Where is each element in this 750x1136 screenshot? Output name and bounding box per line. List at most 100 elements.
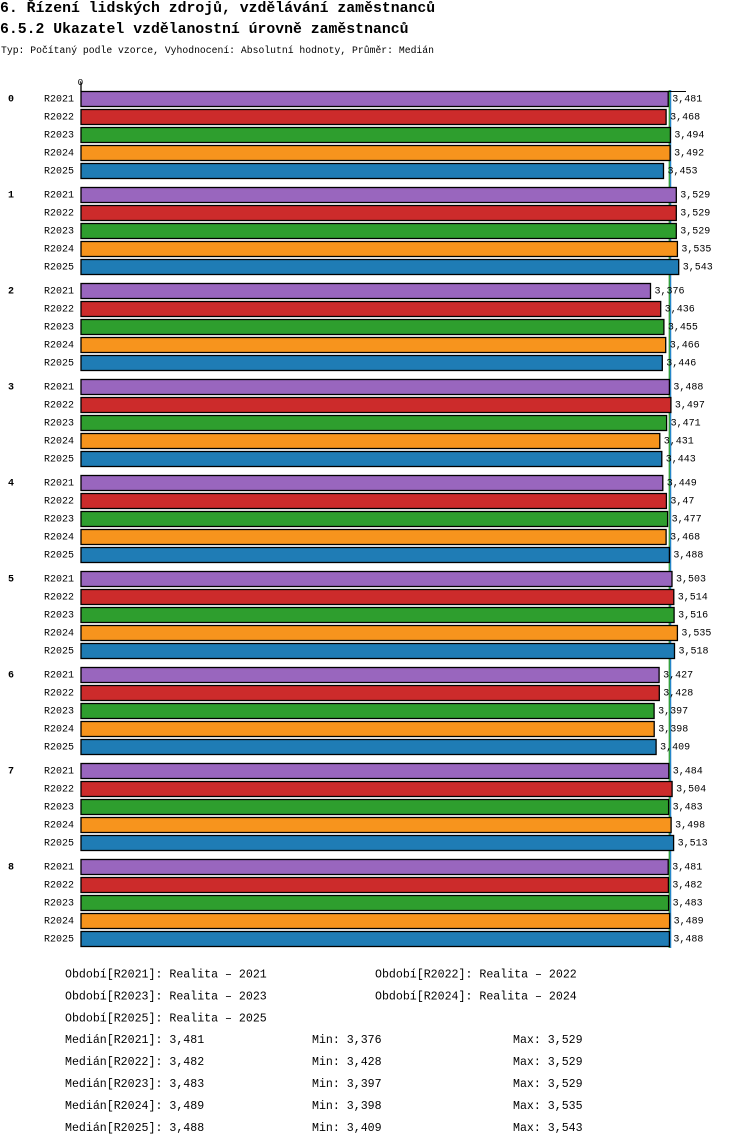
- svg-text:R2022: R2022: [44, 401, 74, 412]
- svg-text:0: 0: [8, 95, 14, 106]
- svg-text:3,481: 3,481: [672, 95, 702, 106]
- svg-text:3,398: 3,398: [658, 725, 688, 736]
- svg-text:3,484: 3,484: [673, 767, 703, 778]
- svg-text:3,529: 3,529: [680, 227, 710, 238]
- svg-text:3,535: 3,535: [681, 629, 711, 640]
- svg-text:3,481: 3,481: [672, 863, 702, 874]
- svg-text:3,427: 3,427: [663, 671, 693, 682]
- svg-text:R2023: R2023: [44, 899, 74, 910]
- svg-text:R2022: R2022: [44, 209, 74, 220]
- svg-text:R2021: R2021: [44, 287, 74, 298]
- svg-text:Min: 3,409: Min: 3,409: [312, 1122, 382, 1135]
- svg-text:Max: 3,535: Max: 3,535: [513, 1100, 583, 1113]
- svg-text:Období[R2024]: Realita – 2024: Období[R2024]: Realita – 2024: [375, 990, 577, 1003]
- svg-text:8: 8: [8, 863, 14, 874]
- svg-text:3,516: 3,516: [678, 611, 708, 622]
- svg-text:R2021: R2021: [44, 191, 74, 202]
- svg-text:3,431: 3,431: [664, 437, 694, 448]
- svg-text:3,514: 3,514: [678, 593, 708, 604]
- svg-text:Min: 3,428: Min: 3,428: [312, 1056, 382, 1069]
- svg-text:Max: 3,529: Max: 3,529: [513, 1078, 583, 1091]
- svg-text:R2025: R2025: [44, 743, 74, 754]
- svg-text:3,376: 3,376: [655, 287, 685, 298]
- svg-text:R2023: R2023: [44, 227, 74, 238]
- svg-text:R2024: R2024: [44, 725, 74, 736]
- svg-text:1: 1: [8, 191, 14, 202]
- svg-text:Medián[R2023]: 3,483: Medián[R2023]: 3,483: [65, 1078, 204, 1091]
- svg-text:Medián[R2025]: 3,488: Medián[R2025]: 3,488: [65, 1122, 204, 1135]
- svg-text:R2022: R2022: [44, 593, 74, 604]
- svg-text:R2022: R2022: [44, 497, 74, 508]
- svg-text:Min: 3,398: Min: 3,398: [312, 1100, 382, 1113]
- svg-text:R2021: R2021: [44, 863, 74, 874]
- svg-text:3,483: 3,483: [673, 803, 703, 814]
- svg-text:R2024: R2024: [44, 437, 74, 448]
- svg-text:R2025: R2025: [44, 839, 74, 850]
- svg-text:3,513: 3,513: [678, 839, 708, 850]
- svg-text:R2021: R2021: [44, 767, 74, 778]
- svg-text:3,503: 3,503: [676, 575, 706, 586]
- svg-text:R2021: R2021: [44, 95, 74, 106]
- svg-text:R2022: R2022: [44, 689, 74, 700]
- svg-text:R2023: R2023: [44, 131, 74, 142]
- svg-text:3,498: 3,498: [675, 821, 705, 832]
- svg-text:R2022: R2022: [44, 305, 74, 316]
- svg-text:R2023: R2023: [44, 707, 74, 718]
- svg-text:3,543: 3,543: [683, 263, 713, 274]
- svg-text:Max: 3,529: Max: 3,529: [513, 1056, 583, 1069]
- svg-text:4: 4: [8, 479, 14, 490]
- svg-text:3,488: 3,488: [673, 551, 703, 562]
- svg-text:R2022: R2022: [44, 881, 74, 892]
- svg-text:R2024: R2024: [44, 629, 74, 640]
- svg-text:3,535: 3,535: [681, 245, 711, 256]
- svg-text:3,477: 3,477: [672, 515, 702, 526]
- svg-text:3,529: 3,529: [680, 209, 710, 220]
- svg-text:Období[R2023]: Realita – 2023: Období[R2023]: Realita – 2023: [65, 990, 267, 1003]
- svg-text:Období[R2025]: Realita – 2025: Období[R2025]: Realita – 2025: [65, 1012, 267, 1025]
- svg-text:Období[R2022]: Realita – 2022: Období[R2022]: Realita – 2022: [375, 969, 577, 982]
- svg-text:Min: 3,397: Min: 3,397: [312, 1078, 382, 1091]
- svg-text:R2021: R2021: [44, 671, 74, 682]
- svg-text:R2024: R2024: [44, 533, 74, 544]
- svg-text:Medián[R2021]: 3,481: Medián[R2021]: 3,481: [65, 1034, 204, 1047]
- svg-text:Min: 3,376: Min: 3,376: [312, 1034, 382, 1047]
- svg-text:R2025: R2025: [44, 263, 74, 274]
- svg-text:6: 6: [8, 671, 14, 682]
- svg-text:R2023: R2023: [44, 515, 74, 526]
- svg-text:3,482: 3,482: [672, 881, 702, 892]
- svg-text:3,489: 3,489: [674, 917, 704, 928]
- svg-text:3,471: 3,471: [671, 419, 701, 430]
- svg-text:R2024: R2024: [44, 917, 74, 928]
- svg-text:3,436: 3,436: [665, 305, 695, 316]
- svg-text:3,453: 3,453: [668, 167, 698, 178]
- svg-text:5: 5: [8, 575, 14, 586]
- svg-text:R2024: R2024: [44, 821, 74, 832]
- svg-text:3,492: 3,492: [674, 149, 704, 160]
- svg-text:R2025: R2025: [44, 455, 74, 466]
- svg-text:3,466: 3,466: [670, 341, 700, 352]
- svg-text:R2025: R2025: [44, 935, 74, 946]
- svg-text:3,443: 3,443: [666, 455, 696, 466]
- svg-text:3,504: 3,504: [676, 785, 706, 796]
- svg-text:R2023: R2023: [44, 419, 74, 430]
- svg-text:3,518: 3,518: [679, 647, 709, 658]
- svg-text:R2021: R2021: [44, 575, 74, 586]
- svg-text:3,468: 3,468: [670, 533, 700, 544]
- svg-text:3,47: 3,47: [670, 497, 694, 508]
- svg-text:3,494: 3,494: [674, 131, 704, 142]
- svg-text:R2025: R2025: [44, 647, 74, 658]
- svg-text:R2024: R2024: [44, 245, 74, 256]
- svg-text:R2023: R2023: [44, 803, 74, 814]
- svg-text:3,397: 3,397: [658, 707, 688, 718]
- svg-text:R2022: R2022: [44, 113, 74, 124]
- svg-text:3,468: 3,468: [670, 113, 700, 124]
- svg-text:Medián[R2024]: 3,489: Medián[R2024]: 3,489: [65, 1100, 204, 1113]
- svg-text:R2024: R2024: [44, 341, 74, 352]
- svg-text:R2021: R2021: [44, 383, 74, 394]
- svg-text:Období[R2021]: Realita – 2021: Období[R2021]: Realita – 2021: [65, 969, 267, 982]
- svg-text:3,497: 3,497: [675, 401, 705, 412]
- svg-text:R2024: R2024: [44, 149, 74, 160]
- svg-text:R2023: R2023: [44, 611, 74, 622]
- svg-text:Max: 3,543: Max: 3,543: [513, 1122, 583, 1135]
- svg-text:R2023: R2023: [44, 323, 74, 334]
